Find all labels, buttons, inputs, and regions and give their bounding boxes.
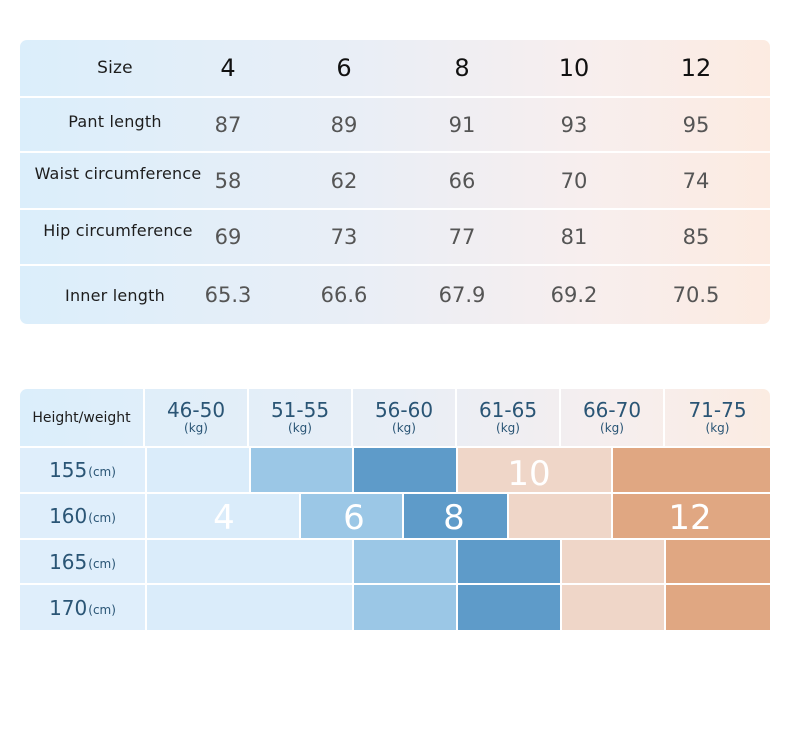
table-cell: 70 [560, 168, 588, 193]
weight-range-label: 71-75 [688, 398, 747, 422]
size-8-segment [354, 448, 456, 492]
weight-range-header: 66-70 (kg) [561, 389, 665, 446]
weight-range-label: 56-60 [374, 398, 434, 422]
size-6-label: 6 [343, 498, 365, 538]
weight-range-label: 61-65 [478, 398, 538, 422]
row-label-hip-circumference: Hip circumference [43, 220, 193, 240]
table-cell: 74 [682, 168, 710, 193]
size-header-label: Size [97, 58, 133, 78]
size-12-segment [613, 494, 770, 538]
table-cell: 70.5 [672, 283, 720, 307]
height-value: 170 [49, 595, 88, 620]
table-cell: 65.3 [204, 283, 252, 307]
size-measurement-table: Size 4 6 8 10 12 Pant length 87 89 91 93… [20, 40, 770, 324]
weight-unit-label: (kg) [600, 421, 624, 435]
size-header-6: 6 [336, 54, 352, 82]
table-cell: 69 [214, 225, 242, 249]
size-12-segment [613, 448, 770, 492]
size-10-segment [562, 585, 664, 630]
row-label-inner-length: Inner length [65, 285, 165, 305]
size-header-8: 8 [454, 54, 470, 82]
table-cell: 69.2 [550, 283, 598, 307]
size-4-segment [147, 540, 352, 583]
size-10-segment [562, 540, 664, 583]
height-weight-corner-label: Height/weight [20, 389, 145, 446]
table-cell: 58 [214, 168, 242, 193]
table-cell: 66 [448, 168, 476, 193]
size-4-segment [147, 448, 249, 492]
size-6-segment [354, 540, 456, 583]
size-8-segment [404, 494, 507, 538]
table-cell: 67.9 [438, 283, 486, 307]
weight-range-label: 51-55 [270, 398, 330, 422]
weight-header-row: Height/weight 46-50 (kg) 51-55 (kg) 56-6… [20, 389, 770, 446]
size-4-segment [147, 494, 299, 538]
table-cell: 66.6 [320, 283, 368, 307]
weight-unit-label: (kg) [184, 421, 208, 435]
table-cell: 81 [560, 225, 588, 249]
size-header-12: 12 [680, 54, 712, 82]
height-label-165: 165 (cm) [20, 540, 145, 583]
table-row: Inner length 65.3 66.6 67.9 69.2 70.5 [20, 266, 770, 324]
size-10-label: 10 [507, 454, 551, 494]
height-value: 160 [49, 504, 88, 528]
table-cell: 87 [214, 112, 242, 137]
weight-unit-label: (kg) [705, 421, 730, 435]
table-cell: 93 [560, 112, 588, 137]
size-6-segment [251, 448, 352, 492]
table-cell: 85 [682, 225, 710, 249]
height-value: 165 [49, 549, 88, 574]
size-10-segment [509, 494, 611, 538]
size-6-segment [354, 585, 456, 630]
size-12-segment [666, 585, 770, 630]
table-cell: 91 [448, 112, 476, 137]
size-4-segment [147, 585, 352, 630]
size-header-10: 10 [558, 54, 590, 82]
weight-unit-label: (kg) [392, 421, 416, 435]
weight-range-header: 51-55 (kg) [249, 389, 353, 446]
table-row: Pant length 87 89 91 93 95 [20, 98, 770, 153]
weight-range-label: 66-70 [582, 398, 642, 422]
table-cell: 62 [330, 168, 358, 193]
size-12-label: 12 [668, 498, 712, 538]
height-unit-label: (cm) [88, 511, 116, 525]
table-row: Waist circumference 58 62 66 70 74 [20, 153, 770, 210]
weight-range-header: 56-60 (kg) [353, 389, 457, 446]
row-label-pant-length: Pant length [68, 112, 162, 131]
size-6-segment [301, 494, 402, 538]
weight-range-header: 46-50 (kg) [145, 389, 249, 446]
table-row: Hip circumference 69 73 77 81 85 [20, 210, 770, 266]
table-cell: 89 [330, 112, 358, 137]
weight-unit-label: (kg) [288, 421, 312, 435]
table-cell: 95 [682, 112, 710, 137]
size-8-label: 8 [443, 498, 465, 538]
height-unit-label: (cm) [88, 556, 116, 571]
size-8-segment [458, 540, 560, 583]
weight-unit-label: (kg) [496, 421, 520, 435]
size-header-row: Size 4 6 8 10 12 [20, 40, 770, 98]
table-cell: 77 [448, 225, 476, 249]
weight-range-header: 61-65 (kg) [457, 389, 561, 446]
height-value: 155 [49, 458, 88, 482]
height-label-155: 155 (cm) [20, 448, 145, 492]
size-4-label: 4 [213, 498, 235, 538]
size-10-segment [458, 448, 611, 492]
table-cell: 73 [330, 225, 358, 249]
size-8-segment [458, 585, 560, 630]
size-12-segment [666, 540, 770, 583]
height-unit-label: (cm) [88, 602, 116, 617]
height-weight-size-table: Height/weight 46-50 (kg) 51-55 (kg) 56-6… [20, 389, 770, 631]
height-unit-label: (cm) [88, 465, 116, 479]
row-label-waist-circumference: Waist circumference [34, 164, 202, 183]
height-label-160: 160 (cm) [20, 494, 145, 538]
height-label-170: 170 (cm) [20, 585, 145, 630]
size-header-4: 4 [220, 54, 236, 82]
weight-range-header: 71-75 (kg) [665, 389, 770, 446]
weight-range-label: 46-50 [166, 398, 226, 422]
